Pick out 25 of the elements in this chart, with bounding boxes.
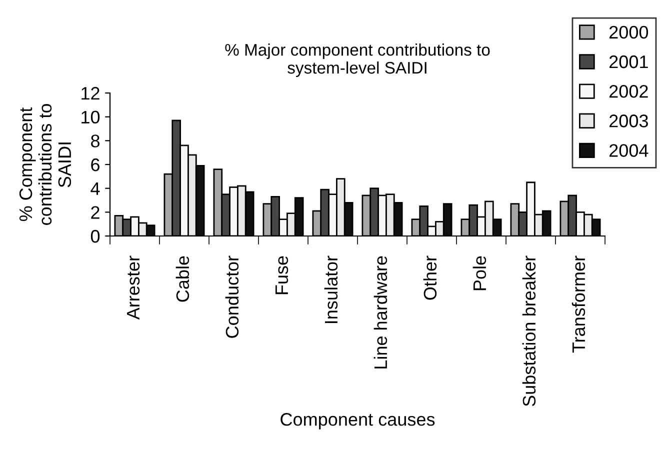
y-tick-label: 12	[82, 86, 100, 100]
chart-title: % Major component contributions to system-level SAIDI	[225, 44, 490, 78]
x-tick-label: Transformer	[572, 256, 586, 353]
legend-label: 2001	[609, 55, 648, 68]
legend-label: 2003	[609, 114, 648, 128]
legend-label: 2000	[609, 26, 648, 39]
x-tick-label: Arrester	[126, 256, 140, 320]
y-tick-label: 2	[91, 206, 100, 219]
y-tick-label: 6	[91, 158, 100, 172]
x-tick-label: Conductor	[225, 256, 239, 338]
x-tick-label: Insulator	[324, 256, 338, 324]
y-tick-label: 4	[90, 182, 100, 195]
x-tick-label: Line hardware	[374, 256, 388, 368]
x-tick-label: Fuse	[275, 256, 288, 294]
y-axis-title: % Component contributions to SAIDI	[19, 104, 72, 225]
y-tick-label: 8	[91, 134, 100, 148]
x-tick-label: Other	[423, 256, 437, 300]
x-tick-label: Pole	[472, 256, 486, 290]
legend-label: 2004	[609, 144, 648, 157]
x-tick-label: Cable	[176, 256, 190, 302]
x-tick-label: Substation breaker	[522, 256, 536, 406]
legend-label: 2002	[609, 84, 648, 98]
y-tick-label: 10	[82, 110, 100, 124]
y-tick-label: 0	[90, 230, 100, 243]
x-axis-title: Component causes	[280, 413, 435, 430]
